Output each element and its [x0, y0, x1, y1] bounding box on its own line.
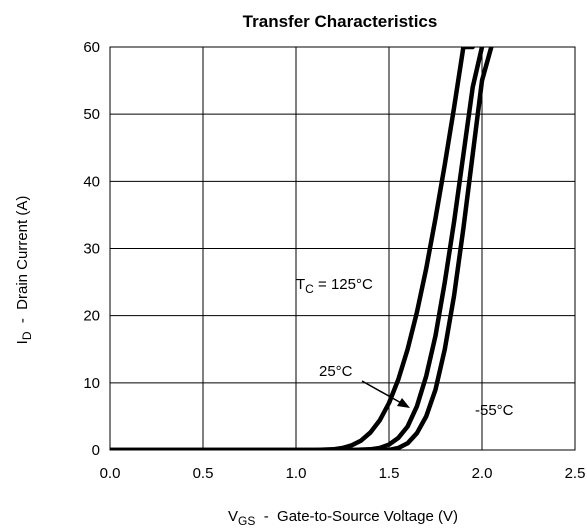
y-axis-label-rest: - Drain Current (A)	[14, 196, 31, 332]
series-lines	[110, 47, 494, 450]
y-tick-label: 40	[83, 173, 100, 190]
x-axis-label-rest: - Gate-to-Source Voltage (V)	[255, 508, 458, 525]
y-tick-label: 20	[83, 308, 100, 325]
x-tick-label: 1.0	[286, 465, 307, 482]
y-tick-label: 50	[83, 106, 100, 123]
series-line-3	[110, 47, 494, 450]
x-axis-label: VGS - Gate-to-Source Voltage (V)	[228, 508, 458, 528]
annotation-25c: 25°C	[319, 363, 353, 380]
y-axis-label-subscript: D	[20, 331, 34, 340]
x-axis-label-main: V	[228, 508, 238, 525]
annotation-125c: TC = 125°C	[296, 276, 373, 296]
annotation-125c-main: T	[296, 276, 305, 293]
y-tick-label: 10	[83, 375, 100, 392]
y-axis-label-main: I	[14, 340, 31, 344]
annotation-125c-subscript: C	[305, 282, 314, 296]
annotation-25c-arrow-line	[361, 380, 404, 405]
annotation-25c-bg	[317, 360, 363, 380]
x-tick-labels: 0.0 0.5 1.0 1.5 2.0 2.5	[100, 465, 586, 482]
chart-title: Transfer Characteristics	[243, 12, 438, 31]
annotation-minus55c: -55°C	[475, 402, 514, 419]
x-tick-label: 0.5	[193, 465, 214, 482]
y-tick-labels: 0 10 20 30 40 50 60	[83, 39, 100, 459]
y-axis-label: ID - Drain Current (A)	[14, 196, 34, 345]
x-tick-label: 1.5	[379, 465, 400, 482]
y-tick-label: 30	[83, 241, 100, 258]
x-tick-label: 2.5	[565, 465, 586, 482]
x-tick-label: 2.0	[472, 465, 493, 482]
x-tick-label: 0.0	[100, 465, 121, 482]
y-tick-label: 60	[83, 39, 100, 56]
x-axis-label-subscript: GS	[238, 514, 255, 528]
gridlines	[110, 47, 575, 450]
annotation-125c-rest: = 125°C	[314, 276, 373, 293]
y-tick-label: 0	[92, 442, 100, 459]
annotation-25c-arrowhead	[397, 398, 410, 408]
